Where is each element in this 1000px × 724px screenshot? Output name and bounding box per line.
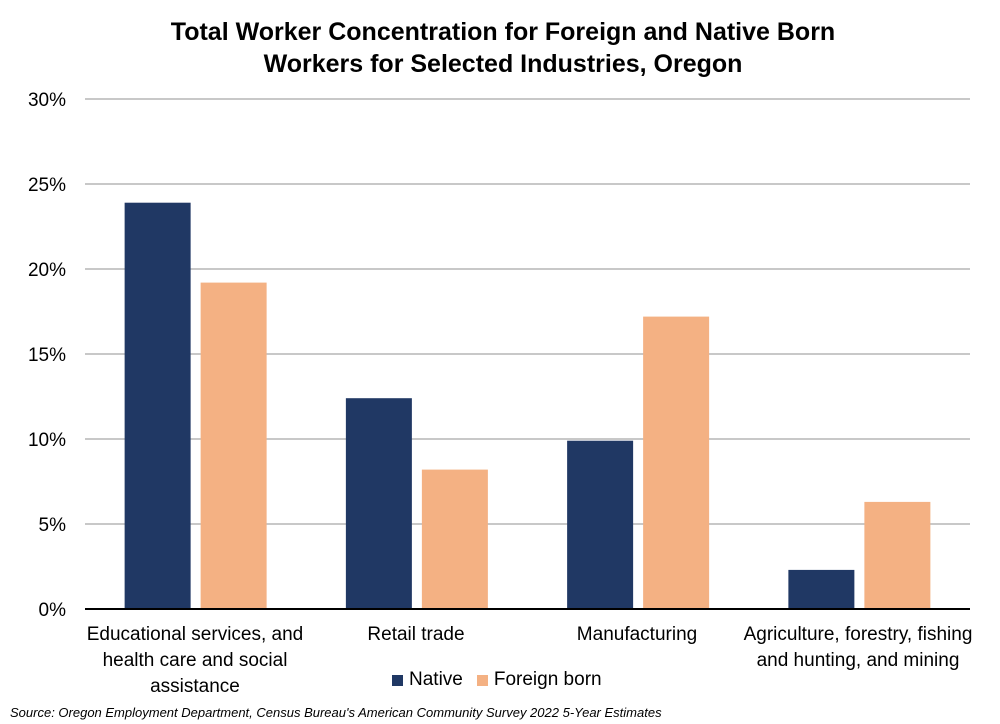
category-label: Educational services, and health care an… bbox=[86, 624, 304, 697]
bar-foreign-born bbox=[864, 501, 931, 609]
legend-swatch-foreign-born bbox=[476, 674, 488, 686]
chart-title-line-1: Total Worker Concentration for Foreign a… bbox=[170, 18, 836, 46]
legend-item-native: Native bbox=[392, 667, 463, 693]
bar-native bbox=[567, 440, 634, 609]
legend-label-foreign-born: Foreign born bbox=[493, 669, 602, 690]
bar-native bbox=[788, 569, 855, 609]
y-tick-label: 0% bbox=[39, 600, 67, 621]
source-note: Source: Oregon Employment Department, Ce… bbox=[10, 705, 662, 720]
y-tick-label: 10% bbox=[28, 430, 66, 451]
bar-foreign-born bbox=[643, 316, 710, 609]
legend-item-foreign-born: Foreign born bbox=[476, 667, 602, 693]
y-tick-label: 20% bbox=[28, 260, 66, 281]
bar-native bbox=[124, 202, 191, 609]
bar-native bbox=[345, 398, 412, 609]
category-label: Manufacturing bbox=[576, 624, 698, 645]
y-tick-label: 30% bbox=[28, 90, 66, 111]
legend-swatch-native bbox=[392, 674, 403, 686]
chart-title: Total Worker Concentration for Foreign a… bbox=[0, 16, 1000, 80]
y-tick-label: 15% bbox=[28, 345, 66, 366]
chart-title-line-2: Workers for Selected Industries, Oregon bbox=[263, 50, 743, 78]
legend-label-native: Native bbox=[409, 669, 463, 690]
y-tick-label: 25% bbox=[28, 175, 66, 196]
bar-foreign-born bbox=[200, 282, 267, 609]
category-label: Agriculture, forestry, fishing and hunti… bbox=[743, 624, 973, 671]
y-tick-label: 5% bbox=[39, 515, 67, 536]
bar-foreign-born bbox=[421, 469, 488, 609]
category-label: Retail trade bbox=[367, 624, 465, 645]
legend: Native Foreign born bbox=[392, 667, 616, 693]
